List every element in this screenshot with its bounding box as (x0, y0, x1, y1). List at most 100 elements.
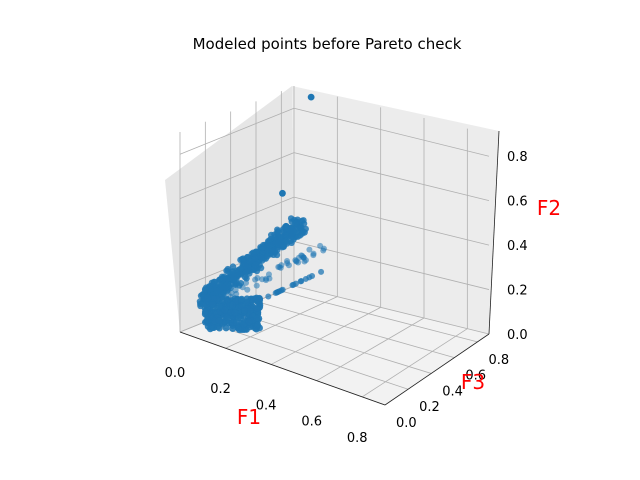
z-tick-label: 0.8 (507, 150, 528, 165)
tail-point (239, 284, 246, 291)
cluster-point (251, 255, 259, 262)
tail-point (285, 262, 292, 269)
y-tick-label: 0.4 (442, 384, 463, 399)
cluster-point (252, 261, 259, 269)
cluster-point (204, 294, 212, 302)
cluster-point (229, 263, 237, 270)
cluster-point (283, 232, 290, 240)
cluster-point (275, 229, 282, 237)
cluster-point (246, 258, 253, 265)
cluster-point (269, 247, 276, 255)
cluster-point (221, 306, 229, 314)
z-back-grid-line (293, 285, 490, 335)
z-back-grid-line (293, 107, 490, 157)
tail-point (244, 286, 251, 293)
x-tick-label: 0.8 (347, 431, 368, 446)
x-tick-label: 0.2 (210, 382, 231, 397)
tail-point (300, 254, 307, 261)
cluster-point (197, 300, 204, 308)
tail-point (257, 297, 264, 304)
axis-panes (165, 86, 499, 405)
cluster-point (293, 219, 300, 227)
cluster-point (233, 319, 240, 326)
tail-point (317, 242, 324, 249)
z-axis-line (488, 130, 500, 335)
cluster-point (259, 244, 266, 251)
z-left-grid-line (179, 196, 295, 244)
z-tick-label: 0.4 (507, 239, 528, 254)
tail-point (272, 290, 279, 297)
cluster-point (216, 303, 224, 311)
z-left-grid-line (179, 107, 295, 155)
cluster-point (202, 286, 209, 294)
outlier-point (307, 93, 315, 101)
tail-point (302, 275, 309, 282)
y-floor-grid-line (230, 311, 432, 374)
y-tick-label: 0.6 (465, 369, 486, 384)
z-tick-label: 0.6 (507, 195, 528, 210)
cluster-point (237, 265, 244, 272)
z-tick-label: 0.2 (507, 284, 528, 299)
x-tick-label: 0.4 (256, 398, 277, 413)
cluster-point (242, 262, 249, 269)
y-tick-label: 0.2 (419, 400, 440, 415)
cluster-point (203, 316, 211, 324)
tail-point (232, 287, 239, 294)
cluster-point (288, 233, 295, 240)
cluster-point (238, 295, 246, 303)
x-floor-grid-line (362, 328, 468, 398)
z-back-grid-line (293, 152, 490, 202)
x-tick-label: 0.6 (301, 415, 322, 430)
cluster-point (253, 304, 261, 312)
tail-point (298, 278, 305, 285)
x-floor-grid-line (225, 296, 338, 349)
cluster-point (241, 274, 249, 281)
cluster-point (258, 254, 265, 262)
tail-point (252, 276, 259, 283)
axis-edges (179, 130, 500, 406)
cluster-point (238, 326, 246, 334)
cluster-point (229, 325, 237, 333)
tail-point (310, 250, 317, 257)
cluster-point (220, 275, 227, 282)
tail-point (320, 247, 327, 254)
cluster-point (240, 320, 248, 328)
cluster-point (252, 248, 260, 255)
outlier-point (279, 189, 286, 197)
tick-labels: 0.00.20.40.60.80.00.20.40.60.80.00.20.40… (165, 150, 528, 446)
chart-title: Modeled points before Pareto check (193, 35, 462, 53)
cluster-point (230, 276, 237, 283)
tail-point (265, 293, 272, 300)
cluster-point (215, 317, 223, 324)
y-tick-label: 0.0 (396, 416, 417, 431)
y-axis-label: F3 (461, 370, 485, 394)
z-back-grid-line (293, 196, 490, 246)
tail-point (259, 276, 266, 283)
cluster-point (231, 309, 239, 317)
z-tick-label: 0.0 (507, 328, 528, 343)
cluster-point (275, 241, 283, 249)
cluster-point (204, 323, 212, 330)
cluster-point (257, 264, 265, 272)
tail-point (276, 264, 283, 271)
cluster-point (208, 301, 216, 308)
cluster-point (294, 233, 302, 240)
cluster-point (264, 252, 271, 260)
x-tick-label: 0.0 (165, 366, 186, 381)
cluster-point (223, 313, 231, 321)
x-axis-line (179, 331, 386, 406)
y-axis-line (384, 333, 490, 406)
cluster-point (201, 308, 209, 316)
tail-point (306, 246, 313, 253)
cluster-point (266, 242, 273, 249)
scatter-points (196, 93, 327, 334)
cluster-point (245, 318, 253, 326)
cluster-point (241, 307, 248, 315)
y-tick-label: 0.8 (488, 353, 509, 368)
x-axis-label: F1 (237, 405, 261, 429)
z-left-grid-line (179, 152, 295, 200)
x-floor-grid-line (316, 317, 425, 382)
cluster-point (223, 267, 230, 274)
x-floor-grid-line (270, 306, 381, 365)
